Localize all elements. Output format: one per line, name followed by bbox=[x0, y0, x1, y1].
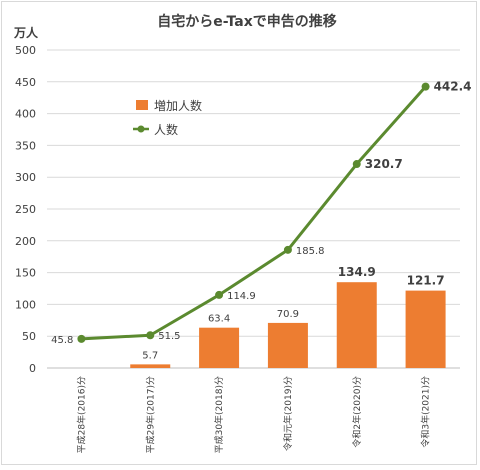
line-data-label: 185.8 bbox=[296, 246, 325, 257]
y-tick-label: 150 bbox=[15, 267, 36, 280]
x-tick-label: 令和2年(2020)分 bbox=[351, 376, 363, 448]
legend-swatch-increase bbox=[136, 100, 148, 110]
chart-svg: 自宅からe-Taxで申告の推移 万人 0 50 100 150 200 250 300 350… bbox=[13, 13, 472, 453]
line-data-labels: 45.8 51.5 114.9 185.8 320.7 442.4 bbox=[51, 80, 471, 346]
line-data-label: 45.8 bbox=[51, 335, 73, 346]
bar-data-label: 5.7 bbox=[142, 350, 158, 361]
bar bbox=[267, 322, 308, 368]
chart-frame: 自宅からe-Taxで申告の推移 万人 0 50 100 150 200 250 300 350… bbox=[1, 1, 477, 465]
bar bbox=[336, 282, 377, 368]
bar-data-label: 63.4 bbox=[208, 314, 230, 325]
line-series bbox=[77, 82, 430, 343]
y-tick-label: 50 bbox=[22, 330, 36, 343]
y-tick-label: 250 bbox=[15, 203, 36, 216]
legend: 増加人数 人数 bbox=[133, 98, 202, 137]
y-tick-label: 0 bbox=[29, 362, 36, 375]
y-tick-label: 200 bbox=[15, 235, 36, 248]
x-tick-label: 令和元年(2019)分 bbox=[282, 376, 294, 451]
y-tick-label: 350 bbox=[15, 139, 36, 152]
chart-title: 自宅からe-Taxで申告の推移 bbox=[157, 13, 336, 30]
line-data-label: 320.7 bbox=[365, 157, 403, 171]
legend-swatch-marker bbox=[137, 125, 145, 133]
line-point bbox=[421, 82, 430, 91]
legend-label-increase: 増加人数 bbox=[154, 98, 202, 113]
bar bbox=[130, 364, 171, 368]
line-point bbox=[77, 334, 86, 343]
line-point bbox=[283, 245, 292, 254]
y-tick-label: 500 bbox=[15, 44, 36, 57]
bar-data-label: 134.9 bbox=[338, 265, 376, 279]
y-tick-label: 100 bbox=[15, 298, 36, 311]
y-tick-label: 450 bbox=[15, 76, 36, 89]
bars bbox=[130, 282, 446, 368]
series-line bbox=[81, 85, 427, 341]
line-data-label: 442.4 bbox=[434, 80, 472, 94]
x-axis-tick-labels: 平成28年(2016)分 平成29年(2017)分 平成30年(2018)分 令和元年… bbox=[75, 376, 431, 453]
line-point bbox=[146, 331, 155, 340]
y-axis-tick-labels: 0 50 100 150 200 250 300 350 400 450 500 bbox=[15, 44, 36, 375]
y-tick-label: 300 bbox=[15, 171, 36, 184]
gridlines bbox=[47, 49, 460, 369]
line-point bbox=[215, 290, 224, 299]
x-tick-label: 令和3年(2021)分 bbox=[420, 376, 432, 448]
bar bbox=[405, 290, 446, 368]
x-tick-label: 平成29年(2017)分 bbox=[144, 376, 156, 453]
bar bbox=[199, 327, 240, 368]
bar-data-label: 70.9 bbox=[277, 309, 299, 320]
line-data-label: 51.5 bbox=[158, 331, 180, 342]
legend-label-people: 人数 bbox=[154, 122, 178, 137]
line-data-label: 114.9 bbox=[227, 291, 256, 302]
bar-data-label: 121.7 bbox=[407, 274, 445, 288]
x-tick-label: 平成30年(2018)分 bbox=[213, 376, 225, 453]
line-point bbox=[352, 160, 361, 169]
y-axis-unit-label: 万人 bbox=[13, 25, 39, 40]
y-tick-label: 400 bbox=[15, 108, 36, 121]
bar-data-labels: 5.7 63.4 70.9 134.9 121.7 bbox=[142, 265, 444, 361]
x-tick-label: 平成28年(2016)分 bbox=[75, 376, 87, 453]
